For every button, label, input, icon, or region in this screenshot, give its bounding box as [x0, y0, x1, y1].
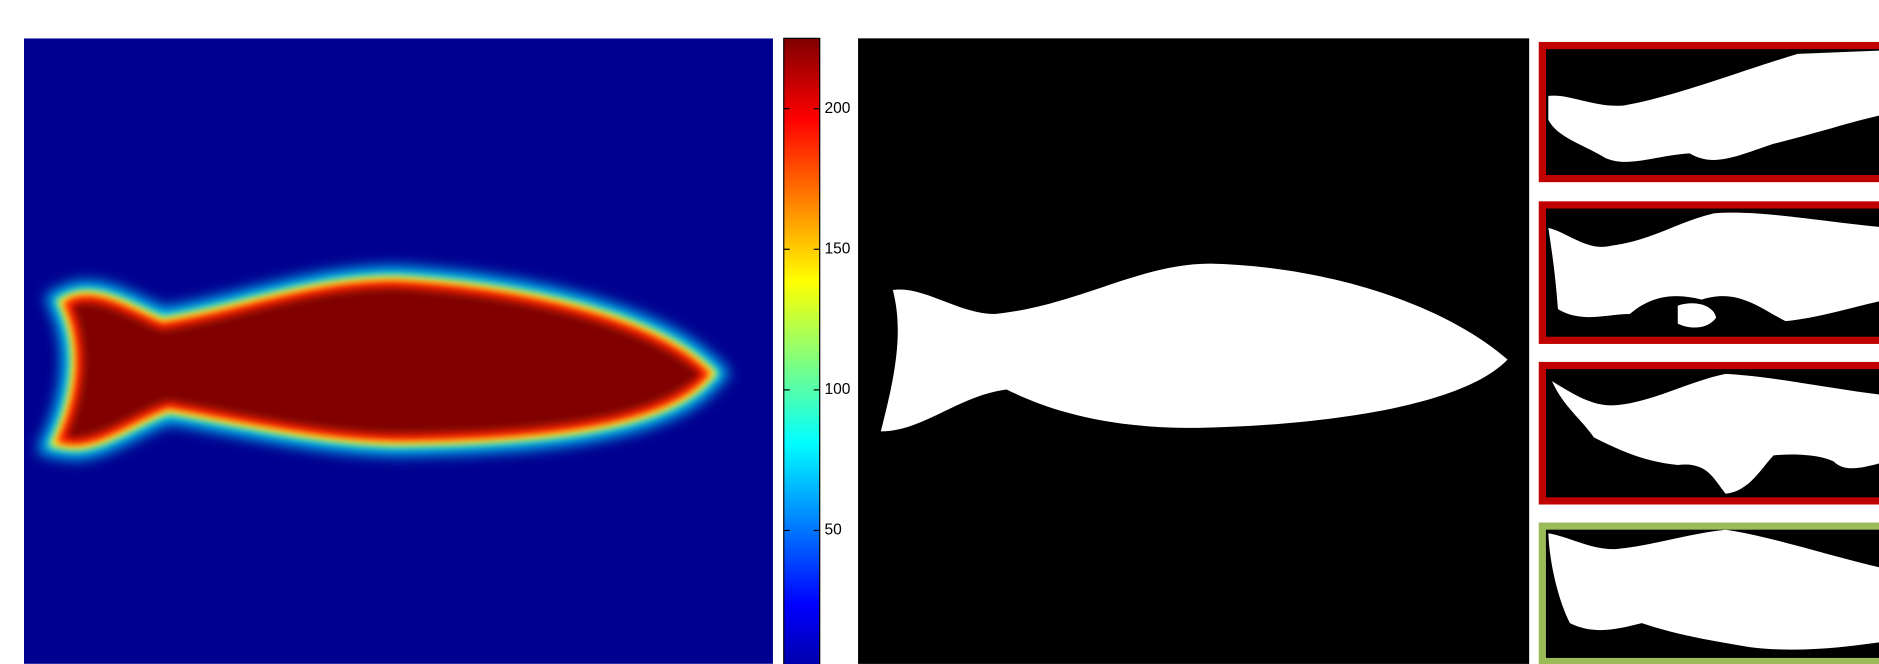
colorbar-tick-label: 50 — [824, 522, 842, 539]
colorbar-tick-label: 200 — [824, 100, 850, 117]
colorbar-ticks: 0 50 100 150 200 — [783, 100, 851, 664]
colorbar-tick-label: 150 — [824, 240, 850, 257]
thumbnail — [1538, 522, 1879, 664]
thumbnail — [1538, 201, 1879, 344]
mask-panel — [858, 38, 1530, 664]
colorbar — [783, 37, 821, 664]
colorbar-tick-label: 0 — [824, 662, 833, 664]
figure-content: 0 50 100 150 200 — [23, 37, 1879, 664]
thumbnail — [1538, 41, 1879, 183]
colorbar-tick-label: 100 — [824, 381, 850, 398]
heatmap — [23, 38, 773, 664]
thumbnail — [1538, 361, 1879, 505]
